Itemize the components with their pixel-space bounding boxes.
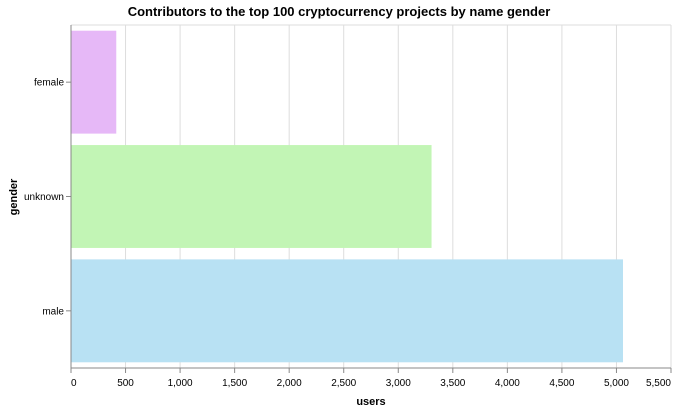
- bar-unknown: [71, 145, 432, 248]
- x-tick-label-8: 4,000: [495, 378, 520, 389]
- x-tick-label-5: 2,500: [331, 378, 356, 389]
- x-tick-label-11: 5,500: [646, 378, 671, 389]
- x-tick-label-7: 3,500: [440, 378, 465, 389]
- x-tick-label-6: 3,000: [386, 378, 411, 389]
- x-tick-label-3: 1,500: [222, 378, 247, 389]
- bar-female: [71, 30, 117, 134]
- x-tick-label-0: 0: [71, 378, 77, 389]
- x-axis-ticks: 0 500 1,000 1,500 2,000 2,500 3,000 3,500 4,000 4…: [70, 368, 672, 389]
- y-axis-title: gender: [8, 178, 20, 215]
- bars: [71, 30, 623, 363]
- chart-title: Contributors to the top 100 cryptocurren…: [128, 4, 551, 19]
- x-tick-label-10: 5,000: [604, 378, 629, 389]
- x-axis-title: users: [356, 396, 385, 408]
- y-tick-label-unknown: unknown: [24, 192, 64, 203]
- x-tick-label-4: 2,000: [277, 378, 302, 389]
- x-tick-label-1: 500: [117, 378, 134, 389]
- y-tick-label-male: male: [42, 306, 64, 317]
- y-axis-ticks: female unknown male: [24, 78, 71, 317]
- bar-male: [71, 259, 623, 363]
- y-tick-label-female: female: [34, 78, 64, 89]
- x-tick-label-2: 1,000: [168, 378, 193, 389]
- x-tick-label-9: 4,500: [549, 378, 574, 389]
